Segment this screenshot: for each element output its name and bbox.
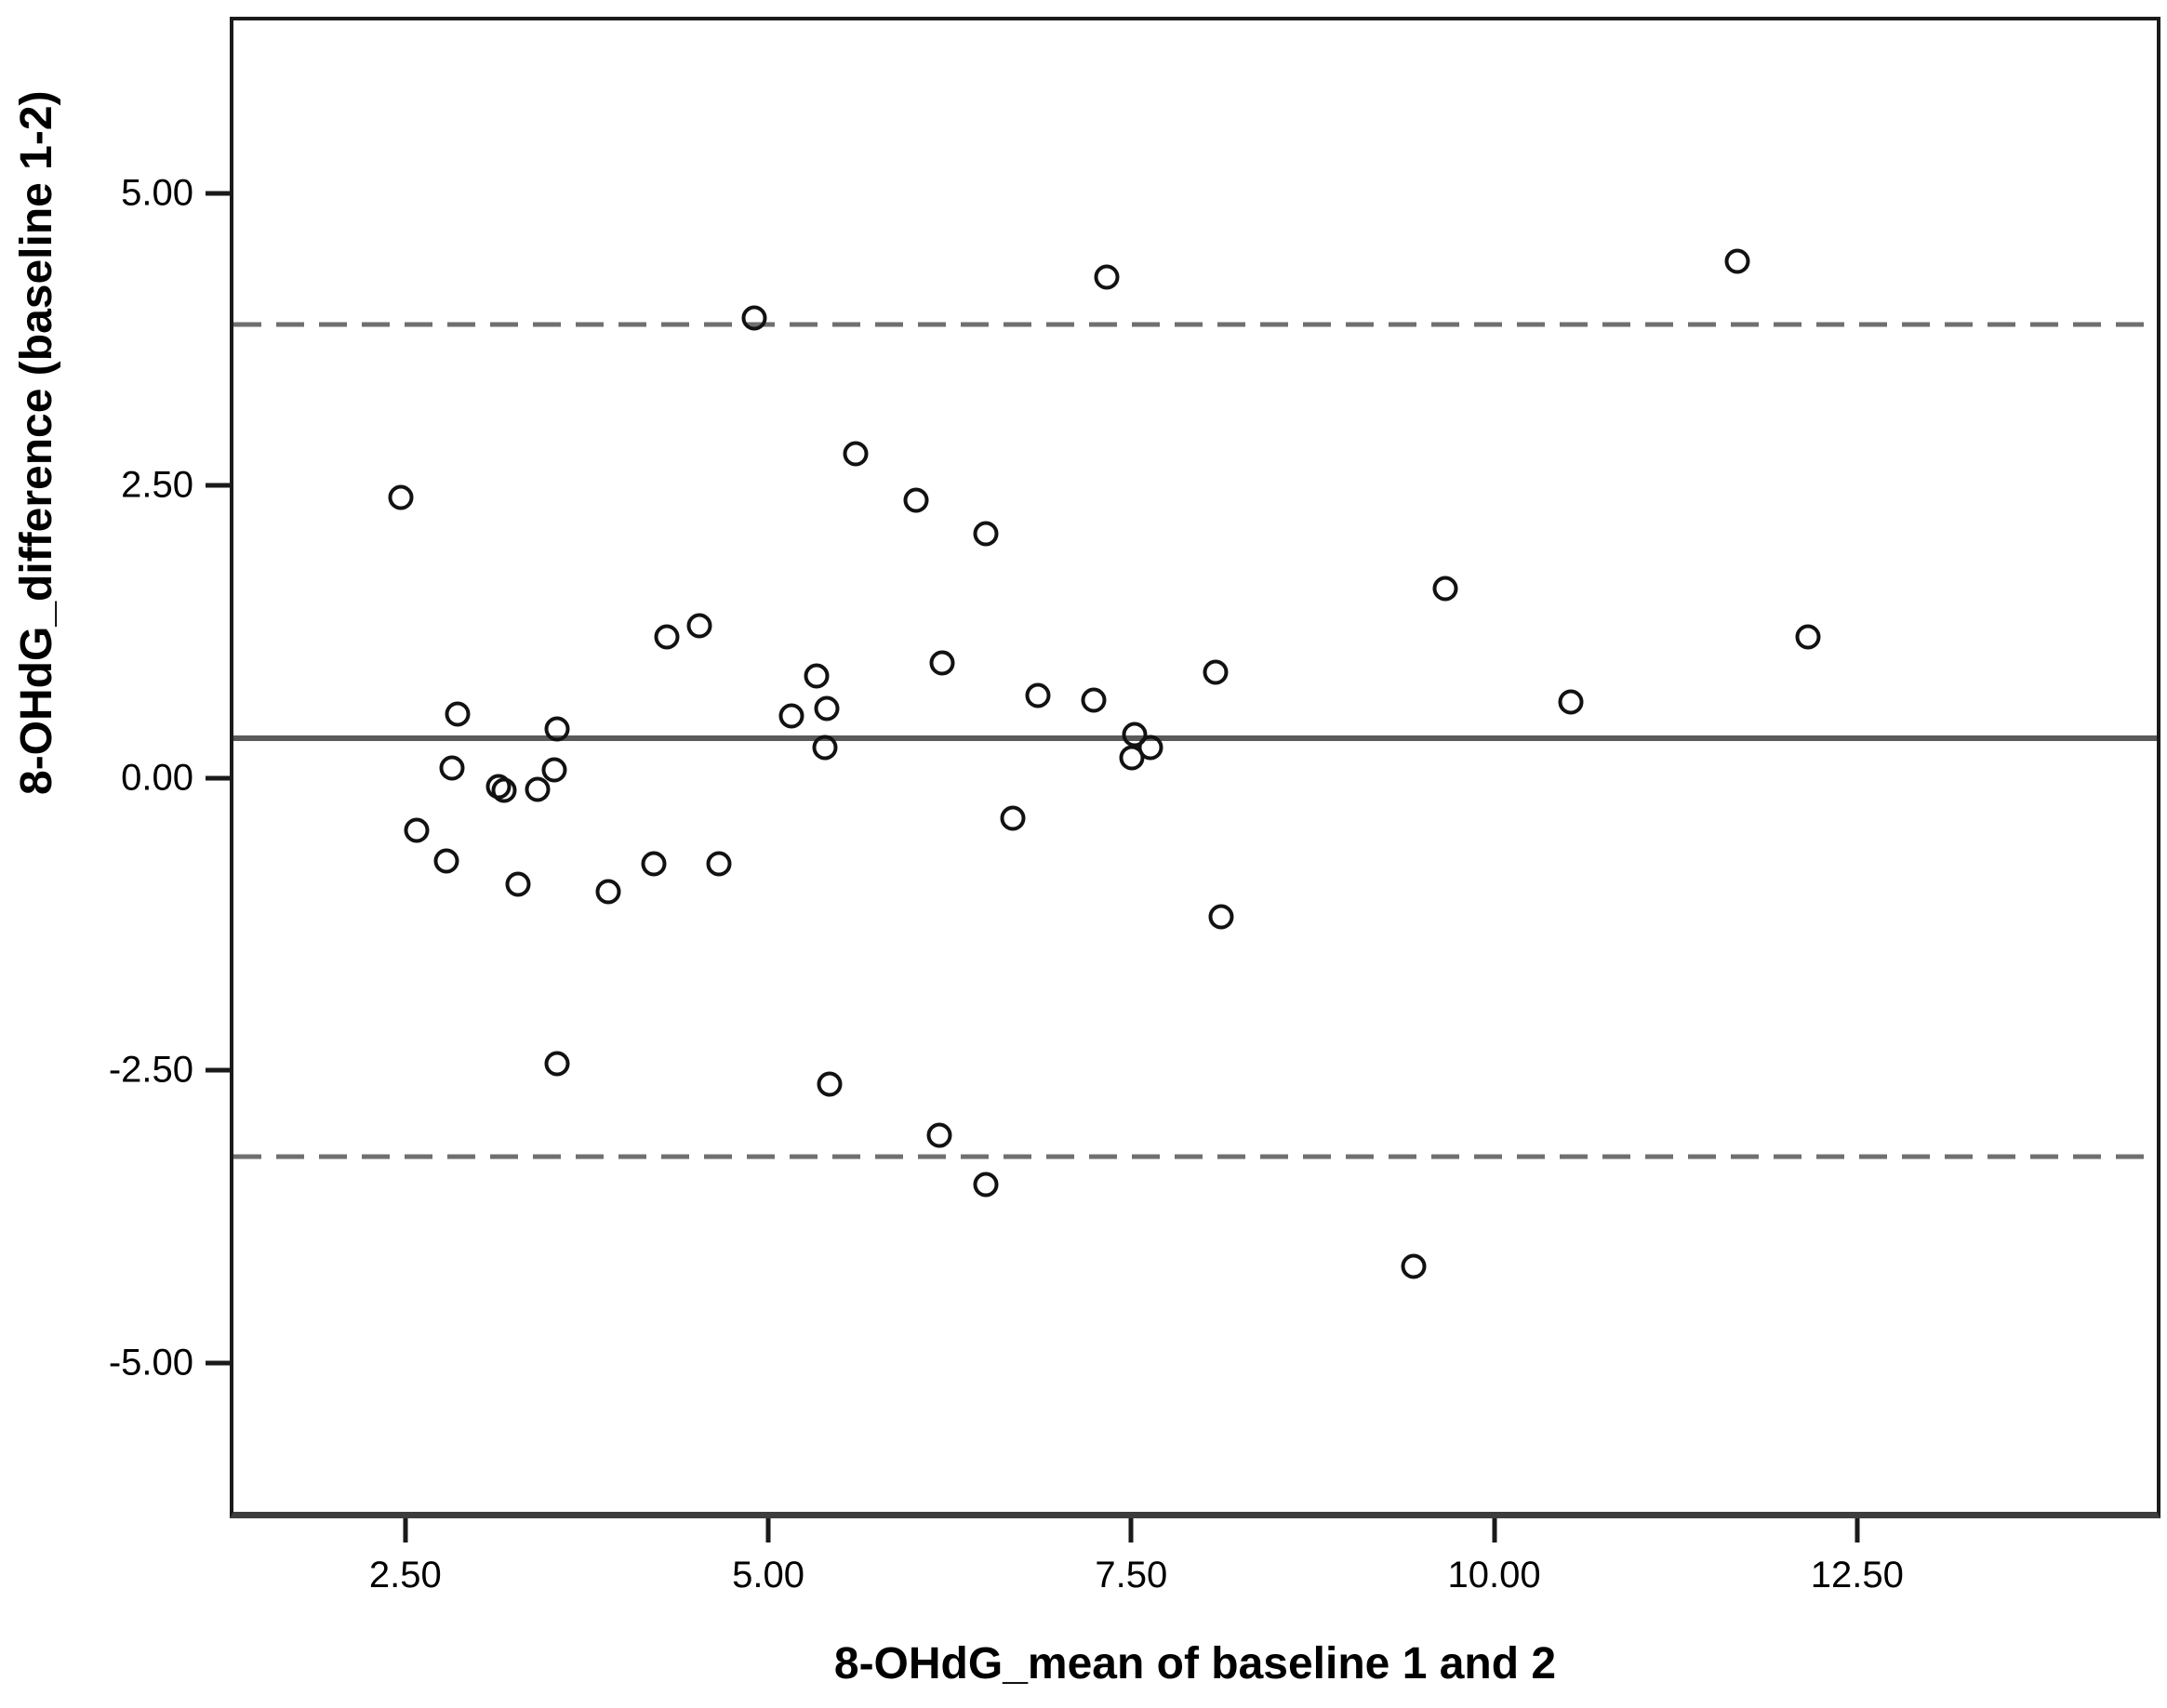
y-axis-tick: [206, 775, 230, 781]
y-axis-tick: [206, 483, 230, 488]
data-point: [439, 755, 465, 781]
data-point: [973, 1172, 999, 1198]
data-point: [505, 871, 531, 897]
data-point: [686, 613, 712, 639]
data-point: [903, 487, 929, 513]
data-point: [544, 1051, 570, 1077]
lower-limit-line: [233, 1154, 2157, 1159]
data-point: [812, 735, 838, 761]
data-point: [973, 521, 999, 547]
x-axis-tick-label: 5.00: [732, 1555, 805, 1595]
data-point: [404, 817, 430, 843]
data-point: [1203, 659, 1229, 685]
data-point: [1094, 264, 1120, 290]
y-axis-tick: [206, 1067, 230, 1073]
data-point: [388, 484, 414, 510]
y-axis-tick-label: -2.50: [108, 1049, 193, 1091]
data-point: [541, 757, 567, 783]
data-point: [929, 650, 955, 676]
y-axis-tick-label: -5.00: [108, 1342, 193, 1384]
x-axis-tick-label: 2.50: [368, 1555, 442, 1595]
y-axis-tick-label: 5.00: [121, 172, 193, 214]
data-point: [544, 716, 570, 742]
data-point: [1119, 745, 1145, 771]
data-point: [778, 703, 804, 729]
x-axis-tick: [403, 1518, 408, 1542]
data-point: [706, 851, 732, 877]
x-axis-tick: [1128, 1518, 1134, 1542]
data-point: [1401, 1253, 1427, 1279]
y-axis-tick: [206, 191, 230, 196]
data-point: [1432, 576, 1458, 602]
x-axis-tick-label: 7.50: [1095, 1555, 1168, 1595]
data-point: [814, 695, 839, 722]
data-point: [741, 305, 767, 331]
y-axis-tick: [206, 1360, 230, 1366]
data-point: [843, 441, 869, 467]
plot-area: [230, 17, 2160, 1518]
data-point: [445, 701, 471, 727]
data-point: [1025, 682, 1051, 708]
data-point: [491, 777, 517, 803]
x-axis-tick: [1855, 1518, 1860, 1542]
data-point: [595, 879, 621, 905]
data-point: [525, 776, 551, 802]
data-point: [804, 663, 830, 689]
data-point: [1795, 624, 1821, 650]
data-point: [1724, 248, 1750, 274]
x-axis-tick-label: 10.00: [1447, 1555, 1541, 1595]
data-point: [654, 624, 680, 650]
x-axis-tick-label: 12.50: [1810, 1555, 1904, 1595]
x-axis-tick: [765, 1518, 771, 1542]
data-point: [1558, 689, 1584, 715]
data-point: [817, 1071, 843, 1097]
data-point: [1000, 805, 1026, 831]
upper-limit-line: [233, 322, 2157, 327]
data-point: [1081, 687, 1107, 713]
data-point: [641, 851, 667, 877]
data-point: [433, 848, 459, 874]
data-point: [926, 1122, 952, 1148]
data-point: [1208, 904, 1234, 930]
x-axis-title: 8-OHdG_mean of baseline 1 and 2: [833, 1639, 1557, 1688]
mean-difference-line: [233, 735, 2157, 742]
y-axis-tick-label: 0.00: [121, 757, 193, 799]
x-axis-tick: [1492, 1518, 1497, 1542]
y-axis-tick-label: 2.50: [121, 464, 193, 506]
